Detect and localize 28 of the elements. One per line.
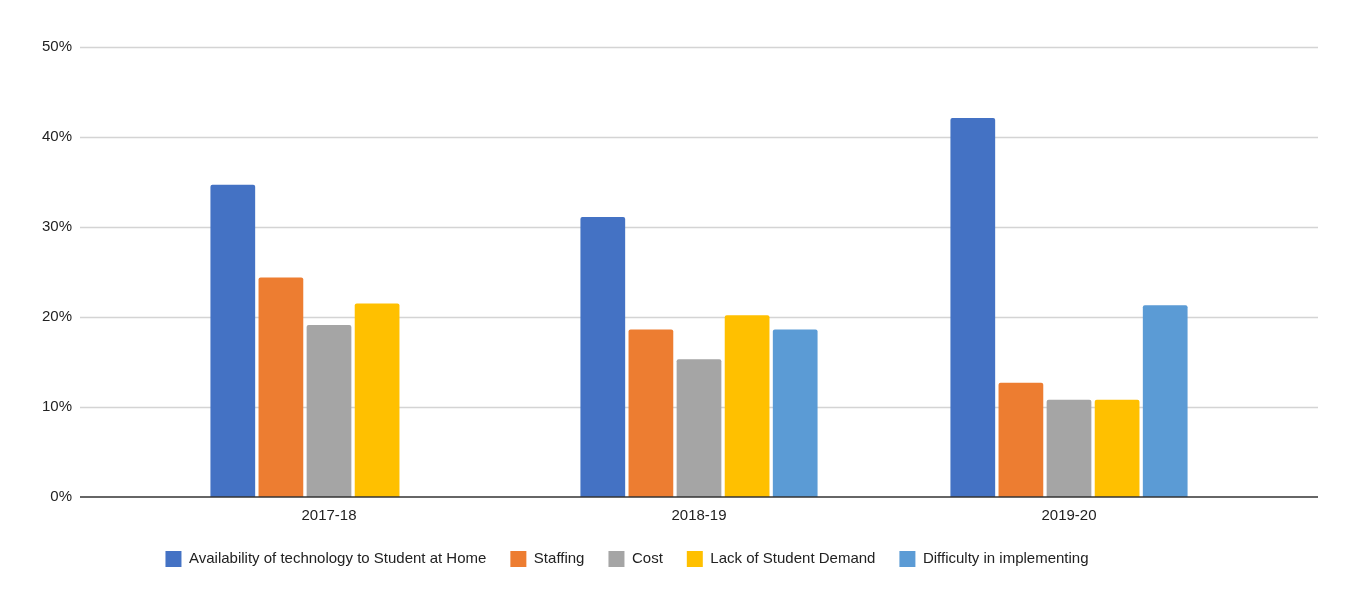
bar — [1142, 305, 1188, 497]
bar — [772, 329, 818, 497]
y-tick-label: 20% — [41, 307, 72, 325]
bar — [628, 329, 674, 497]
y-tick-label: 0% — [50, 487, 72, 505]
y-tick-label: 30% — [41, 217, 72, 235]
bar — [1094, 399, 1140, 497]
bar — [676, 359, 722, 497]
x-tick-label: 2017-18 — [301, 506, 357, 524]
bar — [1046, 399, 1092, 497]
x-tick-label: 2018-19 — [671, 506, 727, 524]
bar — [950, 118, 996, 497]
bar — [998, 382, 1044, 497]
bar — [354, 303, 400, 497]
bar — [306, 325, 352, 497]
legend-label: Lack of Student Demand — [710, 549, 876, 567]
y-tick-label: 50% — [41, 37, 72, 55]
y-tick-label: 40% — [41, 127, 72, 145]
legend-label: Difficulty in implementing — [922, 549, 1089, 567]
bar — [210, 184, 256, 497]
bar — [580, 217, 626, 497]
bar — [724, 315, 770, 497]
y-tick-label: 10% — [41, 397, 72, 415]
legend-label: Cost — [631, 549, 664, 567]
legend-label: Availability of technology to Student at Home — [188, 549, 487, 567]
bar — [258, 277, 304, 497]
x-tick-label: 2019-20 — [1041, 506, 1097, 524]
legend-label: Staffing — [533, 549, 585, 567]
